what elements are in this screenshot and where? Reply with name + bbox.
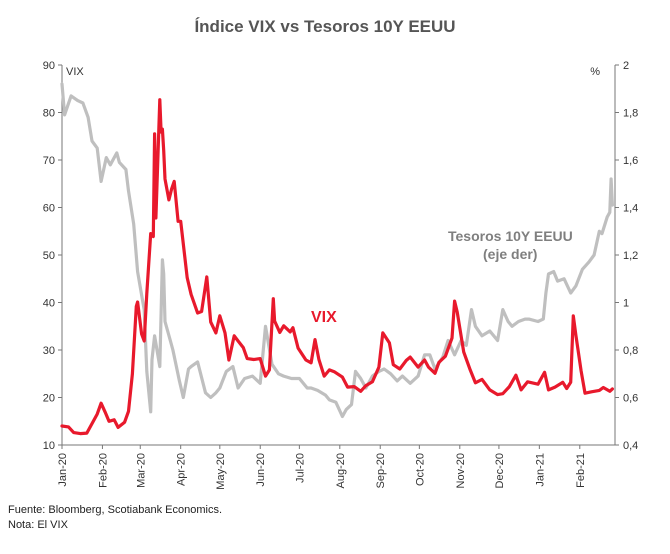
chart-lines: [60, 82, 614, 436]
treasury-series-annotation-line1: Tesoros 10Y EEUU: [448, 228, 573, 244]
left-tick-label: 70: [43, 155, 55, 167]
left-axis-unit-label: VIX: [66, 66, 84, 78]
left-tick-label: 40: [43, 298, 55, 310]
left-tick-label: 60: [43, 203, 55, 215]
x-tick-label: Jun-20: [255, 453, 267, 487]
x-tick-label: Aug-20: [335, 453, 347, 488]
chart-title: Índice VIX vs Tesoros 10Y EEUU: [194, 17, 455, 36]
left-tick-label: 90: [43, 60, 55, 72]
x-tick-label: Nov-20: [455, 453, 467, 488]
chart-axes: 10 20 30 40 50 60 70 80 90 0,4 0,6 0,8 1 1,2 1,4 1,6 1,8…: [43, 60, 639, 490]
x-tick-label: Oct-20: [414, 453, 426, 486]
right-tick-label: 1,2: [623, 250, 638, 262]
x-tick-label: Jan-20: [57, 453, 69, 487]
left-tick-label: 80: [43, 108, 55, 120]
right-axis-unit-label: %: [590, 66, 600, 78]
x-tick-label: Feb-20: [97, 453, 109, 488]
right-tick-label: 0,4: [623, 440, 638, 452]
x-tick-label: Sep-20: [375, 453, 387, 488]
x-tick-label: Feb-21: [575, 453, 587, 488]
left-tick-label: 30: [43, 345, 55, 357]
x-tick-label: Dec-20: [494, 453, 506, 488]
source-note: Fuente: Bloomberg, Scotiabank Economics.: [8, 504, 223, 516]
left-tick-label: 50: [43, 250, 55, 262]
right-tick-label: 1,6: [623, 155, 638, 167]
treasury-series-line: [60, 82, 614, 419]
right-tick-label: 1,4: [623, 203, 638, 215]
right-tick-label: 0,6: [623, 393, 638, 405]
right-tick-label: 1,8: [623, 108, 638, 120]
x-tick-label: Apr-20: [176, 453, 188, 486]
vix-series-annotation: VIX: [311, 309, 337, 326]
footnote: Nota: El VIX: [8, 519, 68, 531]
right-tick-label: 0,8: [623, 345, 638, 357]
x-tick-label: May-20: [215, 453, 227, 490]
right-tick-label: 2: [623, 60, 629, 72]
x-tick-label: Jul-20: [294, 453, 306, 483]
left-tick-label: 10: [43, 440, 55, 452]
treasury-series-annotation-line2: (eje der): [483, 246, 537, 262]
x-tick-label: Jan-21: [534, 453, 546, 487]
vix-series-line: [60, 98, 614, 436]
right-tick-label: 1: [623, 298, 629, 310]
x-tick-label: Mar-20: [135, 453, 147, 488]
left-tick-label: 20: [43, 393, 55, 405]
